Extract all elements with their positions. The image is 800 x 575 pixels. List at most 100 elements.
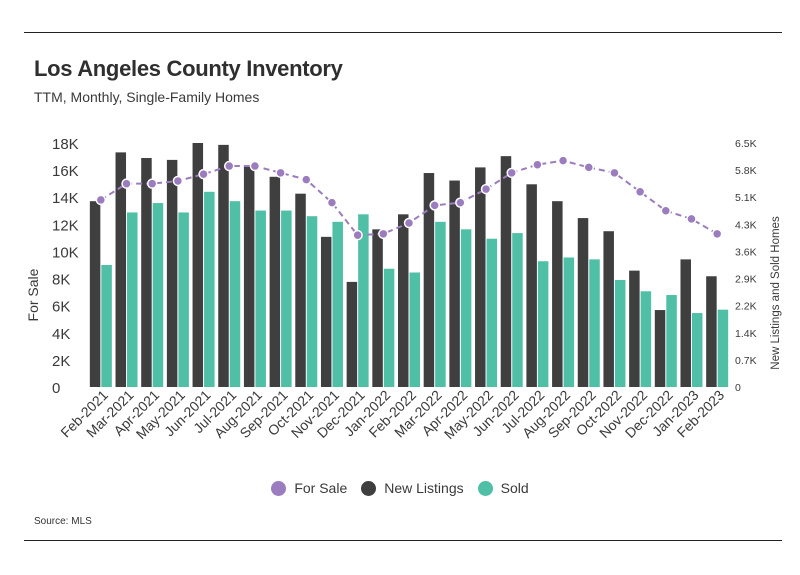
new-listings-bar: [398, 214, 409, 387]
y-tick-label: 12K: [52, 217, 79, 234]
y2-tick-label: 0: [735, 382, 741, 394]
sold-bar: [717, 309, 729, 387]
top-rule: [24, 32, 782, 33]
for-sale-point: [275, 167, 286, 179]
for-sale-point: [634, 186, 646, 198]
sold-bar: [152, 203, 164, 387]
y2-tick-label: 0.7K: [735, 355, 757, 367]
sold-bar: [101, 265, 112, 387]
y2-tick-label: 2.2K: [735, 301, 757, 313]
new-listings-bar: [166, 159, 178, 387]
for-sale-point: [95, 194, 107, 206]
new-listings-bar: [475, 167, 486, 387]
for-sale-point: [660, 205, 672, 217]
sold-bar: [614, 280, 626, 387]
sold-bar: [537, 261, 549, 387]
new-listings-bar: [526, 184, 537, 387]
new-listings-bar: [89, 201, 101, 387]
sold-bar: [666, 295, 677, 387]
legend-item-new-listings: New Listings: [361, 480, 464, 496]
new-listings-bar: [629, 270, 640, 387]
sold-bar: [512, 233, 523, 387]
y2-tick-label: 3.6K: [735, 246, 757, 258]
for-sale-point: [378, 228, 389, 240]
y-tick-label: 18K: [52, 136, 79, 153]
for-sale-point: [121, 178, 132, 189]
new-listings-bar: [500, 156, 512, 387]
sold-bar: [589, 259, 600, 387]
for-sale-point: [609, 167, 620, 179]
for-sale-point: [455, 197, 466, 208]
new-listings-bar: [372, 229, 383, 387]
y2-axis-label: New Listings and Sold Homes: [770, 216, 782, 370]
legend-swatch-for-sale: [271, 480, 287, 496]
for-sale-point: [583, 162, 595, 173]
sold-bar: [255, 210, 266, 387]
for-sale-point: [301, 174, 312, 185]
sold-bar: [486, 238, 498, 387]
new-listings-bar: [449, 180, 460, 387]
source-note: Source: MLS: [34, 516, 92, 527]
new-listings-bar: [115, 152, 127, 387]
for-sale-point: [326, 197, 338, 208]
new-listings-bar: [706, 276, 717, 387]
for-sale-point: [198, 168, 209, 180]
new-listings-bar: [141, 158, 152, 387]
sold-bar: [229, 201, 241, 387]
for-sale-point: [146, 178, 158, 189]
new-listings-bar: [552, 201, 563, 387]
legend-swatch-sold: [477, 480, 493, 496]
for-sale-point: [711, 228, 723, 240]
y-tick-label: 10K: [52, 244, 79, 261]
sold-bar: [640, 291, 652, 387]
sold-bar: [691, 313, 703, 387]
new-listings-bar: [680, 259, 691, 387]
y-tick-label: 6K: [52, 299, 70, 316]
new-listings-bar: [192, 143, 204, 387]
sold-bar: [563, 257, 575, 387]
chart: 0 2K 4K 6K 8K 10K 12K 14K 16K 18K 0 0.7K 1.4K 2.2K 2.9…: [25, 136, 782, 442]
for-sale-point: [506, 167, 517, 179]
new-listings-bar: [295, 193, 306, 387]
for-sale-point: [223, 160, 235, 172]
for-sale-point: [557, 155, 569, 166]
sold-bar: [383, 268, 395, 387]
new-listings-bar: [269, 176, 281, 387]
new-listings-bar: [654, 310, 666, 387]
new-listings-bar: [423, 173, 435, 387]
sold-bar: [358, 214, 369, 387]
y2-tick-label: 2.9K: [735, 274, 757, 286]
y2-tick-label: 5.8K: [735, 165, 757, 177]
for-sale-point: [429, 200, 440, 211]
legend-item-sold: Sold: [477, 480, 529, 496]
sold-bar: [409, 272, 420, 387]
sold-bar: [332, 221, 343, 387]
sold-bar: [127, 212, 138, 387]
for-sale-point: [686, 213, 697, 225]
new-listings-bar: [346, 281, 358, 387]
new-listings-bar: [218, 144, 229, 387]
chart-title: Los Angeles County Inventory: [34, 56, 343, 81]
y-tick-label: 4K: [52, 326, 70, 343]
new-listings-bar: [320, 236, 332, 387]
new-listings-bar: [577, 218, 589, 387]
for-sale-point: [172, 175, 184, 187]
y2-tick-label: 6.5K: [735, 138, 757, 150]
for-sale-point: [249, 160, 261, 172]
chart-subtitle: TTM, Monthly, Single-Family Homes: [34, 89, 260, 105]
legend-label-for-sale: For Sale: [294, 480, 348, 496]
for-sale-point: [403, 217, 415, 229]
for-sale-point: [480, 183, 492, 195]
y-tick-label: 14K: [52, 190, 79, 207]
new-listings-bar: [603, 231, 614, 387]
sold-bar: [281, 210, 292, 387]
y-tick-label: 16K: [52, 163, 79, 180]
sold-bar: [306, 216, 318, 387]
for-sale-point: [532, 159, 543, 170]
y-tick-label: 2K: [52, 353, 70, 370]
y-axis-label: For Sale: [25, 268, 41, 321]
sold-bar: [460, 229, 472, 387]
y2-tick-label: 1.4K: [735, 328, 757, 340]
legend-label-sold: Sold: [500, 480, 529, 496]
legend: For Sale New Listings Sold: [0, 480, 800, 496]
